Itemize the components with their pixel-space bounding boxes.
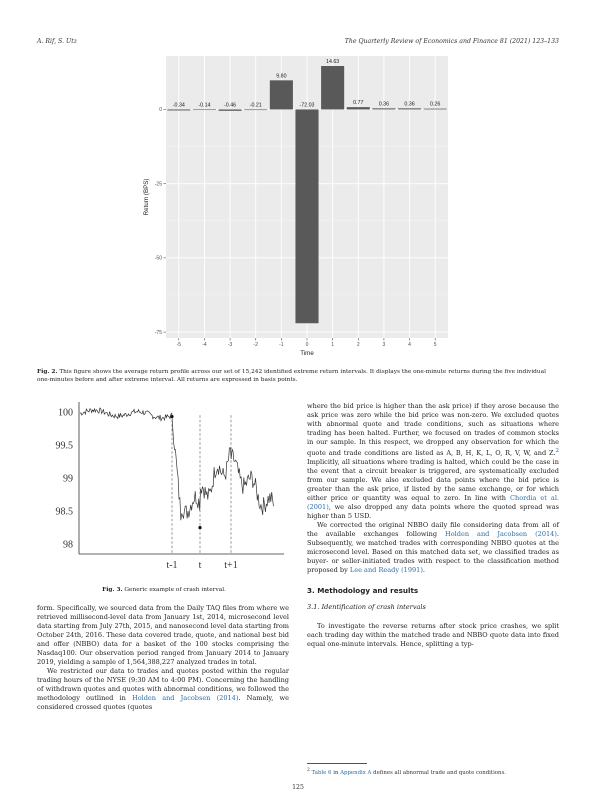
running-header-journal: The Quarterly Review of Economics and Fi… [344,38,559,45]
x-tick-label: 0 [306,342,309,348]
citation-link-chordia[interactable]: Chordia et al. (2001) [307,494,560,512]
y-tick-label: 98.5 [56,507,74,518]
figure-2-caption: Fig. 2. This figure shows the average re… [37,368,559,384]
bar [269,80,293,110]
bar [423,108,447,110]
crash-start-dot [170,414,174,419]
bar [295,109,319,324]
paragraph: form. Specifically, we sourced data from… [37,604,289,666]
y-axis-title: Return (BPS) [143,179,150,216]
bar-value-label: -0.21 [250,102,262,108]
bar-value-label: -0.14 [198,102,210,108]
bar [321,66,345,110]
bar [244,109,268,111]
x-tick-label: 5 [434,342,437,348]
citation-link-holden-jacobsen[interactable]: Holden and Jacobsen (2014) [132,694,239,702]
x-tick-label: -5 [177,342,182,348]
bar [218,109,242,111]
x-tick-label: -1 [279,342,284,348]
text-run: where the bid price is higher than the a… [307,402,559,458]
y-tick-label: 99.5 [56,440,74,451]
x-tick-label: 4 [408,342,411,348]
y-tick-label: -50 [155,256,162,262]
bar-value-label: 0.36 [379,101,389,107]
paragraph: where the bid price is higher than the a… [307,402,559,521]
x-tick-label: -4 [202,342,207,348]
price-series-line [79,407,274,521]
text-run: We restricted our data to trades and quo… [37,667,289,702]
figure-3-caption: Fig. 3. Generic example of crash interva… [40,586,288,594]
text-run: We corrected the original NBBO daily fil… [307,521,559,539]
bar-value-label: 0.36 [404,101,414,107]
figure-3-svg: 100 99.5 99 98.5 98 t-1 t t+1 [56,402,284,571]
bar-value-label: 0.77 [353,100,363,106]
bar-value-label: -0.34 [173,102,185,108]
citation-link-lee-ready[interactable]: Lee and Ready (1991) [349,566,423,575]
y-tick-label: 0 [159,107,162,113]
appendix-a-link[interactable]: Appendix A [340,769,372,776]
paragraph: We corrected the original NBBO daily fil… [307,521,559,575]
bar [192,109,216,111]
y-tick-label: 100 [58,407,73,418]
footnote: 2 Table 6 in Appendix A defines all abno… [307,768,506,776]
bar [346,107,370,110]
bar [398,108,422,110]
figure-2-svg: -0.34 -0.14 -0.46 -0.21 9.80 -72.03 14.63 0.77 0… [143,56,448,357]
time-marker-label: t [199,560,202,571]
paragraph: We restricted our data to trades and quo… [37,667,289,712]
citation-link-holden-jacobsen[interactable]: Holden and Jacobsen (2014) [445,530,557,539]
text-run: Implicitly, all situations where trading… [307,458,559,503]
table-6-link[interactable]: Table 6 [311,769,332,776]
bar [372,108,396,110]
left-column-body: form. Specifically, we sourced data from… [37,604,289,712]
bar [167,109,191,111]
right-column-body: where the bid price is higher than the a… [307,402,559,649]
text-run: in [331,769,341,776]
bar-value-label: 14.63 [326,59,339,65]
bar-value-label: 0.26 [430,102,440,108]
text-run: , we also dropped any data points where … [307,503,559,521]
y-tick-label: -75 [155,330,162,336]
page-number: 125 [292,784,304,791]
y-tick-label: -25 [155,181,162,187]
figure-2-caption-label: Fig. 2. [37,369,58,375]
y-tick-label: 98 [63,540,73,551]
text-run: . [422,566,425,575]
text-run: defines all abnormal trade and quote con… [371,769,506,776]
time-marker-label: t+1 [224,560,237,571]
footnote-mark: 2 [307,768,310,773]
section-heading: 3. Methodology and results [307,586,419,596]
x-axis-title: Time [300,350,314,357]
figure-3-caption-label: Fig. 3. [102,587,123,593]
footnote-rule [307,763,367,764]
x-tick-label: -3 [228,342,233,348]
text-run: . Subsequently, we matched trades with c… [307,530,559,575]
bar-value-label: -0.46 [224,102,236,108]
running-header-authors: A. Rif, S. Utz [37,38,77,45]
figure-2-bar-chart: -0.34 -0.14 -0.46 -0.21 9.80 -72.03 14.63 0.77 0… [140,56,454,362]
time-marker-label: t-1 [166,560,177,571]
y-tick-label: 99 [63,474,73,485]
x-tick-label: 3 [383,342,386,348]
crash-end-dot [198,525,202,530]
x-tick-label: 1 [331,342,334,348]
footnote-ref-2[interactable]: 2 [555,448,559,454]
paragraph: To investigate the reverse returns after… [307,622,559,649]
bar-value-label: -72.03 [299,102,314,108]
subsection-heading: 3.1. Identification of crash intervals [307,603,426,612]
x-tick-label: 2 [357,342,360,348]
figure-3-line-chart: 100 99.5 99 98.5 98 t-1 t t+1 [40,398,288,582]
text-run: . Namely, we considered crossed quotes (… [37,694,289,711]
x-tick-label: -2 [254,342,259,348]
figure-3-caption-text: Generic example of crash interval. [124,587,226,593]
figure-2-caption-text: This figure shows the average return pro… [37,369,546,383]
bar-value-label: 9.80 [276,73,286,79]
